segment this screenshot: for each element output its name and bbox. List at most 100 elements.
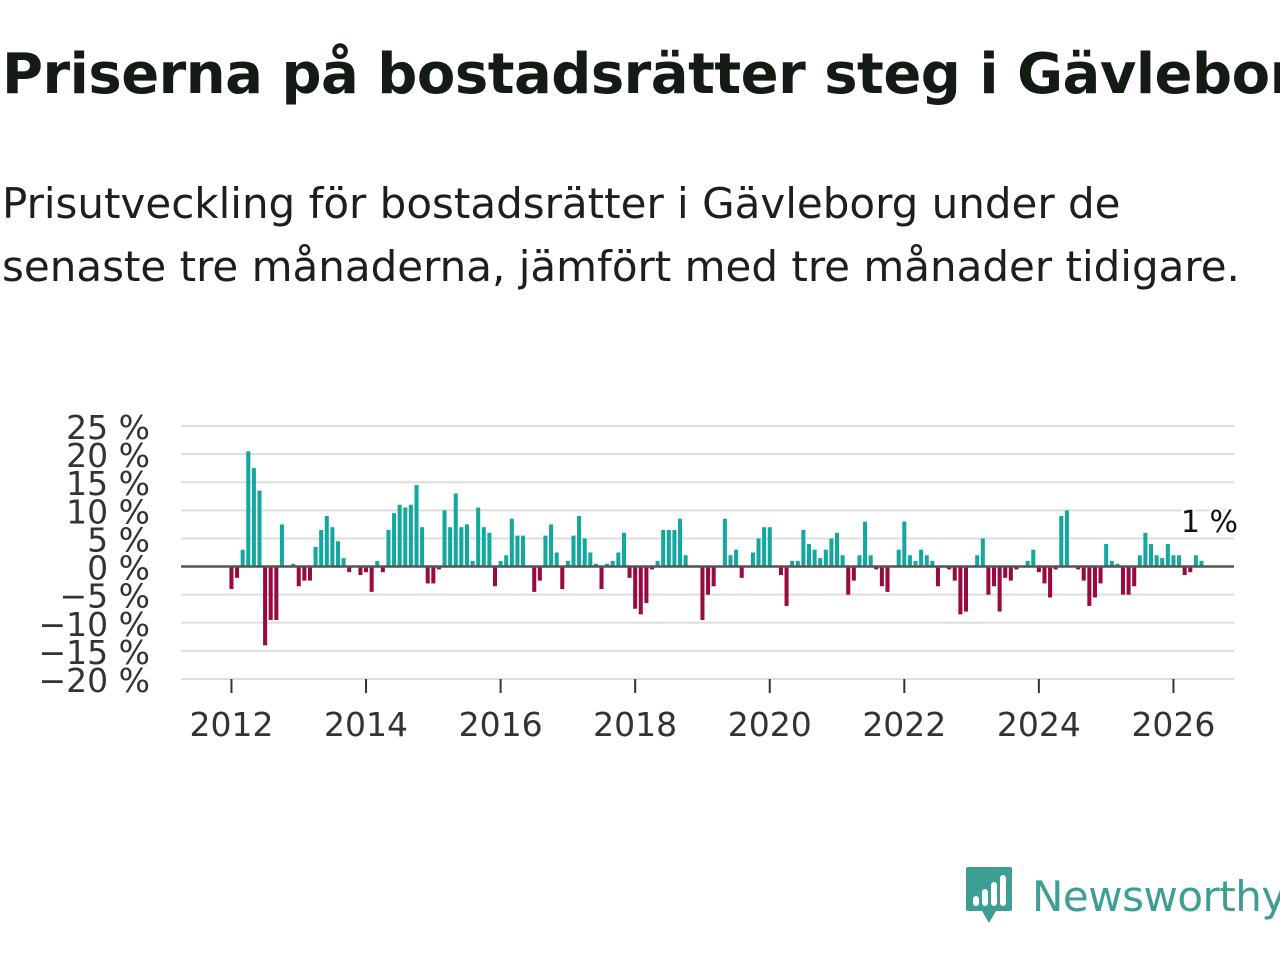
bar [992, 566, 997, 587]
bar [790, 560, 795, 567]
y-tick-label: 5 % [87, 520, 150, 559]
bar [549, 524, 554, 567]
bar [997, 566, 1002, 612]
bar [605, 563, 610, 567]
x-tick-label: 2012 [189, 705, 273, 744]
bar [335, 541, 341, 567]
bar [274, 566, 279, 620]
bar [980, 538, 985, 567]
bar [577, 515, 582, 567]
bar [823, 549, 828, 567]
bar [1137, 555, 1142, 567]
bar-chart: −20 %−15 %−10 %−5 %0 %5 %10 %15 %20 %25 … [39, 408, 1242, 744]
bar [560, 566, 565, 590]
bar [1109, 560, 1114, 567]
bar [728, 555, 733, 567]
bar [279, 524, 284, 567]
bar [706, 566, 711, 595]
bar [1036, 566, 1041, 573]
bar [767, 527, 772, 567]
bar [633, 566, 638, 609]
bar [778, 566, 783, 575]
bar [364, 566, 369, 573]
bar [397, 504, 402, 567]
bar [593, 563, 598, 567]
bar [868, 555, 873, 567]
bar [750, 552, 755, 567]
bar [1154, 555, 1159, 567]
bar [1120, 566, 1125, 595]
bar [958, 566, 963, 615]
bar [408, 504, 413, 567]
bar [521, 535, 526, 567]
y-tick-label: 0 % [87, 549, 150, 588]
bar [302, 566, 307, 581]
chart-subtitle: Prisutveckling för bostadsrätter i Gävle… [2, 179, 1240, 291]
bar [952, 566, 957, 581]
bar [240, 549, 245, 567]
bar [610, 560, 615, 567]
bar [515, 535, 520, 567]
bar [1087, 566, 1092, 606]
bar [448, 527, 453, 567]
bar [1177, 555, 1182, 567]
bar [582, 538, 587, 567]
bar [661, 530, 666, 567]
bar [296, 566, 301, 587]
bar [1014, 566, 1019, 570]
bar [347, 566, 352, 573]
bar [666, 530, 671, 567]
bar [319, 530, 324, 567]
last-value-annotation: 1 % [1181, 505, 1238, 540]
bar [672, 530, 677, 567]
bar [711, 566, 716, 587]
bar [812, 549, 817, 567]
bar-chart-icon [966, 867, 1012, 923]
bar [425, 566, 430, 584]
bar [386, 530, 391, 567]
bar [1199, 560, 1204, 567]
bar [924, 555, 929, 567]
bar [358, 566, 363, 575]
bar [1165, 544, 1170, 567]
bar [504, 555, 509, 567]
bar [621, 532, 626, 567]
bar [246, 451, 251, 567]
x-tick-label: 2024 [997, 705, 1081, 744]
bar [963, 566, 969, 612]
bar [1188, 566, 1193, 573]
bar [655, 560, 660, 567]
bar [509, 518, 514, 567]
bar [436, 566, 441, 570]
chart-title: Priserna på bostadsrätter steg i Gävlebo… [2, 42, 1280, 107]
bar [1171, 555, 1176, 567]
bar [1098, 566, 1103, 584]
bar [403, 507, 408, 567]
bar [442, 510, 447, 567]
bar [683, 555, 688, 567]
bar [1059, 515, 1064, 567]
bar [678, 518, 683, 567]
bar [913, 560, 918, 567]
bar [1031, 549, 1036, 567]
y-tick-label: −20 % [39, 661, 151, 700]
bar [1182, 566, 1187, 575]
bar [818, 558, 823, 567]
y-tick-label: −10 % [39, 605, 151, 644]
bar [476, 507, 481, 567]
bar [380, 566, 385, 573]
bar [307, 566, 312, 581]
bar [863, 521, 868, 567]
bar [251, 468, 256, 567]
bar [1193, 555, 1198, 567]
bar [235, 566, 240, 578]
bar [313, 546, 318, 567]
bar [907, 555, 912, 567]
bar [1053, 566, 1058, 570]
bar [1160, 558, 1165, 567]
bar [291, 563, 296, 567]
bar [532, 566, 537, 592]
x-tick-label: 2022 [862, 705, 946, 744]
bar [1143, 532, 1148, 567]
x-tick-label: 2020 [728, 705, 812, 744]
